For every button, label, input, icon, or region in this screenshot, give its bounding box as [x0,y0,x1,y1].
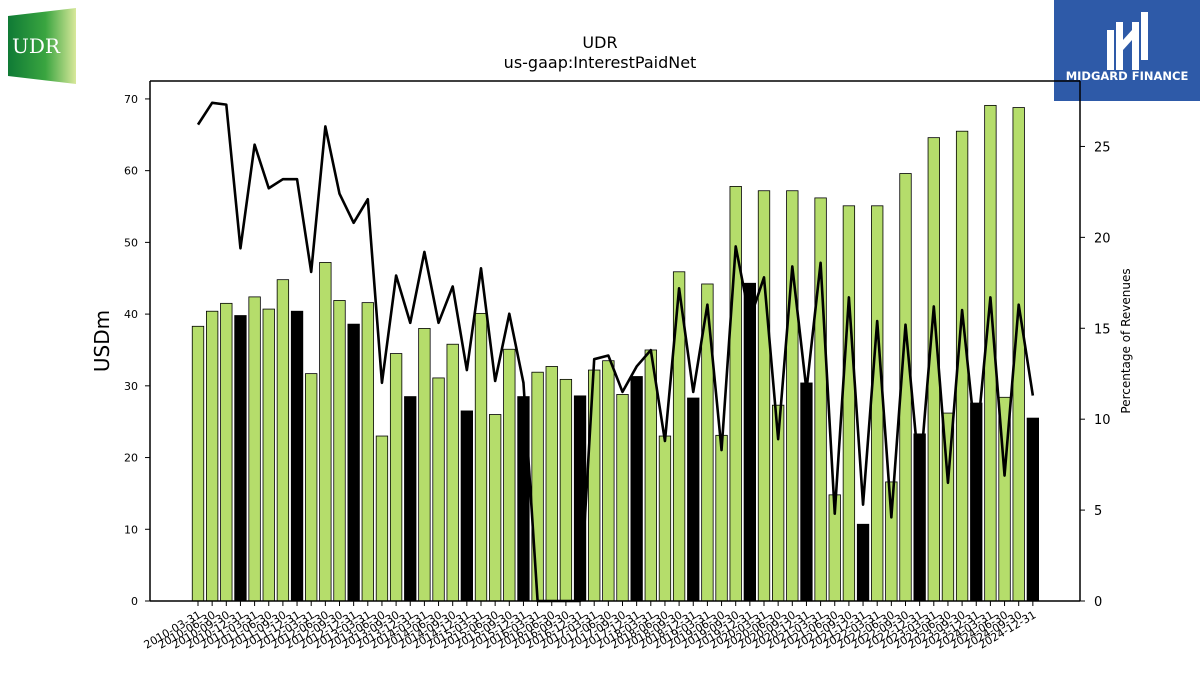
bar-2016-06-30 [545,366,558,602]
y2-tick-label: 10 [1094,413,1111,428]
midgard-finance-logo: MIDGARD FINANCE [1054,0,1200,101]
bar-2016-09-30 [559,378,573,602]
bar-2011-12-31 [290,310,304,602]
y2-tick-label: 20 [1094,231,1111,246]
bar-2019-12-31 [743,282,756,602]
bar-2013-12-31 [404,396,417,602]
bar-2013-03-31 [361,302,374,602]
bar-2013-06-30 [375,435,389,602]
y-tick-label: 40 [124,308,138,321]
y2-axis-label: Percentage of Revenues [1119,268,1133,413]
bar-2012-03-31 [305,373,318,602]
y2-tick-label: 15 [1094,322,1111,337]
bar-2017-06-30 [602,360,615,602]
y-tick-label: 30 [124,380,138,393]
bar-2018-06-30 [658,435,672,602]
bar-2021-09-30 [842,205,856,602]
y-axis-label: USDm [90,310,114,372]
bar-2022-03-31 [871,205,884,602]
bar-2020-03-31 [757,190,771,602]
chart-subtitle: us-gaap:InterestPaidNet [503,53,697,72]
bar-2010-03-31 [191,325,205,602]
bar-2014-06-30 [432,377,445,602]
bar-2015-09-30 [503,348,516,602]
udr-logo-text: UDR [12,34,61,58]
bar-2020-09-30 [786,190,799,602]
bar-2016-03-31 [531,371,544,602]
bar-2015-03-31 [474,312,488,602]
bar-2016-12-31 [573,395,587,602]
chart-title: UDR [582,33,618,52]
bar-2018-03-31 [644,349,657,602]
udr-logo: UDR [8,8,76,84]
bar-2014-09-30 [446,343,459,602]
bar-2010-12-31 [234,315,247,602]
bar-2012-09-30 [333,300,346,602]
bar-2010-09-30 [220,302,233,602]
bar-2017-09-30 [616,394,629,602]
bar-2012-12-31 [347,323,360,602]
bar-2014-03-31 [418,328,431,602]
bar-2011-06-30 [262,308,275,602]
bar-2020-12-31 [800,382,813,602]
bar-2019-06-30 [715,434,728,602]
bar-2017-03-31 [588,369,601,602]
bar-2011-09-30 [276,279,290,602]
y-tick-label: 20 [124,452,138,465]
percentage-line [196,101,1035,603]
y-tick-label: 70 [124,93,138,106]
y2-tick-label: 5 [1094,504,1102,519]
y-tick-label: 0 [131,595,138,608]
bar-2013-09-30 [389,353,403,602]
y2-tick-label: 0 [1094,595,1102,610]
y-tick-label: 10 [124,523,138,536]
bar-2024-12-31 [1026,417,1039,602]
y-tick-label: 60 [124,165,138,178]
y-tick-label: 50 [124,236,138,249]
y2-tick-label: 25 [1094,140,1111,155]
bar-2022-12-31 [913,433,926,602]
bar-2012-06-30 [319,262,332,602]
bar-2021-12-31 [856,523,870,602]
bar-2014-12-31 [460,410,474,602]
bar-2011-03-31 [248,296,261,602]
bar-2010-06-30 [205,310,219,602]
bar-2017-12-31 [630,376,643,602]
bar-2018-12-31 [687,397,700,602]
bar-2015-06-30 [488,414,502,602]
midgard-finance-logo-text: MIDGARD FINANCE [1066,69,1189,83]
bar-2021-03-31 [814,197,827,602]
